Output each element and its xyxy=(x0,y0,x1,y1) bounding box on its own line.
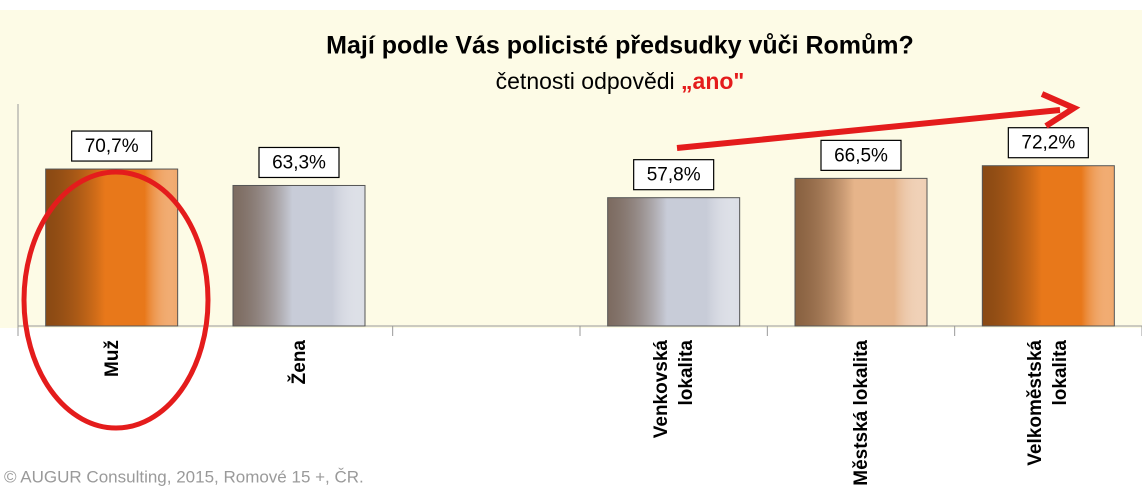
bar xyxy=(607,197,741,327)
chart-subtitle: četnosti odpovědi „ano" xyxy=(496,68,745,94)
highlight-ellipse xyxy=(21,169,211,431)
subtitle-text: četnosti odpovědi xyxy=(496,68,675,94)
x-tick-label: Muž xyxy=(101,340,123,377)
value-label-box xyxy=(633,159,715,191)
bars: 70,7% 63,3% 57,8% 66,5% 72,2% xyxy=(17,127,1142,336)
value-label: 66,5% xyxy=(834,145,888,166)
value-label-box xyxy=(258,146,340,179)
bar xyxy=(45,168,179,327)
chart-title: Mají podle Vás policisté předsudky vůči … xyxy=(326,32,914,60)
bar xyxy=(981,165,1115,327)
value-label-box xyxy=(820,139,902,171)
x-tick-label: Velkoměstská lokalita xyxy=(1025,340,1072,466)
value-label-box xyxy=(1007,127,1089,159)
x-tick-label: Žena xyxy=(288,340,310,385)
value-label: 70,7% xyxy=(85,136,139,157)
x-tick-label: Městská lokalita xyxy=(850,340,872,486)
x-tick-label: Venkovská lokalita xyxy=(650,340,697,439)
trend-arrow-head xyxy=(1040,91,1081,129)
value-label-box xyxy=(71,130,153,162)
subtitle-highlight: „ano" xyxy=(681,68,744,94)
value-label: 72,2% xyxy=(1021,133,1075,154)
bar xyxy=(794,177,928,327)
value-label: 63,3% xyxy=(272,152,326,173)
trend-arrow xyxy=(676,107,1061,151)
value-label: 57,8% xyxy=(647,165,701,186)
footer: © AUGUR Consulting, 2015, Romové 15 +, Č… xyxy=(4,467,364,486)
bar xyxy=(232,184,366,327)
plot-background xyxy=(0,10,1142,328)
